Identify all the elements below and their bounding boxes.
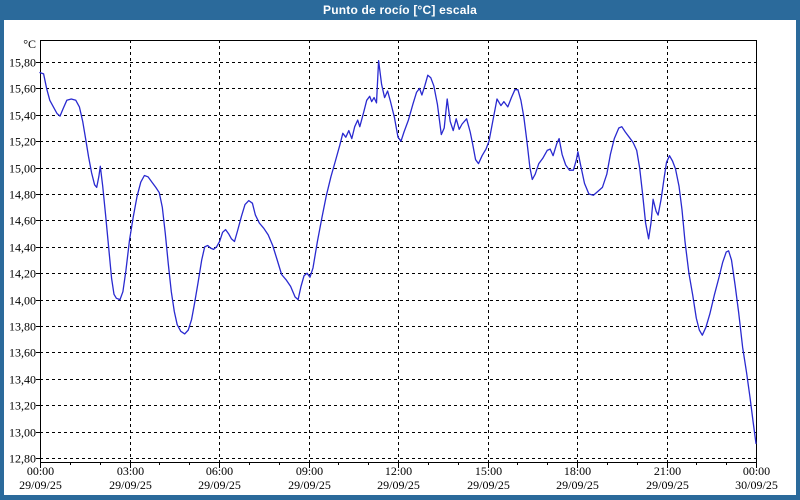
svg-text:13,20: 13,20 xyxy=(9,399,36,413)
svg-text:03:00: 03:00 xyxy=(117,464,144,478)
svg-text:29/09/25: 29/09/25 xyxy=(288,478,331,492)
svg-text:29/09/25: 29/09/25 xyxy=(646,478,689,492)
svg-text:29/09/25: 29/09/25 xyxy=(198,478,241,492)
svg-text:06:00: 06:00 xyxy=(206,464,233,478)
svg-text:15,00: 15,00 xyxy=(9,162,36,176)
svg-text:18:00: 18:00 xyxy=(564,464,591,478)
svg-text:14,00: 14,00 xyxy=(9,294,36,308)
svg-text:13,80: 13,80 xyxy=(9,320,36,334)
svg-text:29/09/25: 29/09/25 xyxy=(556,478,599,492)
svg-text:29/09/25: 29/09/25 xyxy=(467,478,510,492)
svg-text:00:00: 00:00 xyxy=(743,464,770,478)
svg-text:°C: °C xyxy=(23,37,36,51)
svg-text:12:00: 12:00 xyxy=(385,464,412,478)
svg-text:21:00: 21:00 xyxy=(654,464,681,478)
dewpoint-chart: 15,80 15,60 15,40 15,20 15,00 14,80 14,60 14,40… xyxy=(9,37,778,492)
svg-text:29/09/25: 29/09/25 xyxy=(377,478,420,492)
svg-text:14,80: 14,80 xyxy=(9,188,36,202)
chart-area: 15,80 15,60 15,40 15,20 15,00 14,80 14,60 14,40… xyxy=(4,20,796,495)
svg-text:13,40: 13,40 xyxy=(9,373,36,387)
svg-text:29/09/25: 29/09/25 xyxy=(109,478,152,492)
svg-text:12,80: 12,80 xyxy=(9,452,36,466)
svg-text:15,60: 15,60 xyxy=(9,82,36,96)
svg-text:13,60: 13,60 xyxy=(9,346,36,360)
svg-text:15:00: 15:00 xyxy=(475,464,502,478)
svg-text:14,20: 14,20 xyxy=(9,267,36,281)
svg-text:15,40: 15,40 xyxy=(9,109,36,123)
svg-text:30/09/25: 30/09/25 xyxy=(735,478,778,492)
svg-text:15,20: 15,20 xyxy=(9,135,36,149)
svg-text:09:00: 09:00 xyxy=(296,464,323,478)
svg-text:15,80: 15,80 xyxy=(9,56,36,70)
svg-text:00:00: 00:00 xyxy=(27,464,54,478)
svg-text:14,60: 14,60 xyxy=(9,214,36,228)
svg-text:13,00: 13,00 xyxy=(9,426,36,440)
svg-text:14,40: 14,40 xyxy=(9,241,36,255)
title-bar: Punto de rocío [°C] escala xyxy=(0,0,800,20)
svg-text:29/09/25: 29/09/25 xyxy=(19,478,62,492)
chart-title: Punto de rocío [°C] escala xyxy=(322,3,478,17)
